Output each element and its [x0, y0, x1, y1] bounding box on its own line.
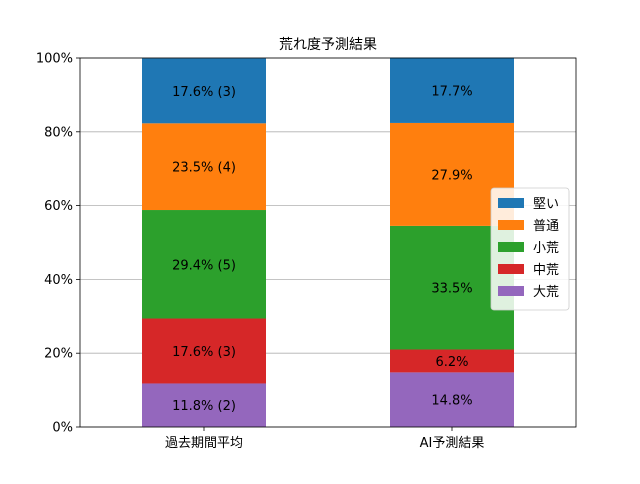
y-tick-label: 40% — [44, 273, 73, 288]
chart-title: 荒れ度予測結果 — [279, 37, 377, 53]
x-axis: 過去期間平均 AI予測結果 — [165, 427, 484, 451]
data-label: 27.9% — [431, 168, 472, 183]
y-tick-label: 60% — [44, 199, 73, 214]
y-axis: 0% 20% 40% 60% 80% 100% — [36, 52, 80, 436]
data-label: 33.5% — [431, 282, 472, 297]
legend-swatch — [498, 286, 524, 296]
bar-segment — [142, 123, 266, 211]
legend-label: 小荒 — [533, 241, 559, 256]
legend-label: 堅い — [533, 197, 559, 212]
bar-segment — [390, 349, 514, 373]
bar-segment — [142, 318, 266, 384]
bar-segment — [390, 372, 514, 427]
legend-swatch — [498, 242, 524, 252]
data-label: 17.6% (3) — [172, 85, 236, 100]
bar-segment — [142, 58, 266, 124]
y-tick-label: 20% — [44, 347, 73, 362]
legend-swatch — [498, 220, 524, 230]
legend-label: 大荒 — [533, 285, 559, 300]
bar-segment — [142, 383, 266, 427]
bar-stacks — [142, 57, 514, 427]
data-labels: 11.8% (2) 17.6% (3) 29.4% (5) 23.5% (4) 17.6… — [172, 84, 473, 414]
x-tick-label: 過去期間平均 — [165, 436, 243, 451]
legend-box — [490, 187, 570, 311]
plot-frame — [79, 57, 577, 428]
data-label: 17.7% — [431, 84, 472, 99]
bar-segment — [390, 57, 514, 123]
data-label: 6.2% — [435, 355, 468, 370]
legend-label: 普通 — [533, 219, 559, 234]
data-label: 23.5% (4) — [172, 161, 236, 176]
x-tick-label: AI予測結果 — [420, 436, 485, 451]
y-tick-label: 80% — [44, 125, 73, 140]
data-label: 29.4% (5) — [172, 258, 236, 273]
data-label: 14.8% — [431, 394, 472, 409]
data-label: 17.6% (3) — [172, 345, 236, 360]
y-tick-label: 0% — [52, 421, 73, 436]
legend-swatch — [498, 264, 524, 274]
legend-swatch — [498, 198, 524, 208]
y-tick-label: 100% — [36, 52, 73, 67]
bar-segment — [142, 210, 266, 319]
legend-label: 中荒 — [533, 263, 559, 278]
data-label: 11.8% (2) — [172, 399, 236, 414]
